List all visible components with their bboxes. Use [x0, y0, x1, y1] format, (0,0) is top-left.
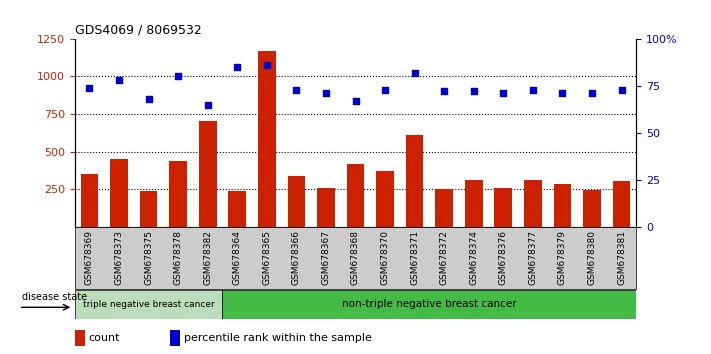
Bar [80, 174, 98, 227]
Point [439, 88, 450, 94]
Text: GSM678374: GSM678374 [469, 230, 479, 285]
Bar [75, 330, 85, 346]
Text: GSM678365: GSM678365 [262, 230, 272, 285]
Bar [139, 190, 157, 227]
Text: GSM678364: GSM678364 [232, 230, 242, 285]
Bar [435, 189, 453, 227]
Point [380, 87, 391, 92]
Bar [465, 180, 483, 227]
Text: GSM678375: GSM678375 [144, 230, 153, 285]
Bar [524, 180, 542, 227]
Text: GSM678372: GSM678372 [439, 230, 449, 285]
Text: GSM678379: GSM678379 [558, 230, 567, 285]
Bar [199, 121, 217, 227]
Bar [406, 135, 424, 227]
Point [261, 62, 272, 68]
Text: GSM678366: GSM678366 [292, 230, 301, 285]
Bar [258, 51, 276, 227]
Point [232, 64, 243, 70]
Text: GSM678377: GSM678377 [528, 230, 538, 285]
Point [350, 98, 361, 104]
Text: GSM678368: GSM678368 [351, 230, 360, 285]
Bar [287, 176, 305, 227]
Text: GSM678382: GSM678382 [203, 230, 212, 285]
Text: GSM678371: GSM678371 [410, 230, 419, 285]
Point [202, 102, 213, 108]
Point [113, 78, 124, 83]
Text: GSM678373: GSM678373 [114, 230, 124, 285]
Bar [494, 188, 512, 227]
Bar [110, 159, 128, 227]
Bar [223, 290, 636, 319]
Text: disease state: disease state [23, 292, 87, 302]
Text: GSM678376: GSM678376 [499, 230, 508, 285]
Text: GSM678380: GSM678380 [587, 230, 597, 285]
Bar [170, 330, 181, 346]
Point [291, 87, 302, 92]
Text: percentile rank within the sample: percentile rank within the sample [184, 333, 372, 343]
Point [468, 88, 479, 94]
Point [557, 91, 568, 96]
Point [616, 87, 627, 92]
Bar [347, 164, 364, 227]
Text: GSM678367: GSM678367 [321, 230, 331, 285]
Point [587, 91, 598, 96]
Text: triple negative breast cancer: triple negative breast cancer [82, 300, 215, 309]
Text: count: count [89, 333, 120, 343]
Bar [75, 290, 223, 319]
Point [409, 70, 420, 75]
Bar [376, 171, 394, 227]
Point [320, 91, 331, 96]
Text: GSM678369: GSM678369 [85, 230, 94, 285]
Text: GSM678381: GSM678381 [617, 230, 626, 285]
Point [173, 74, 184, 79]
Text: non-triple negative breast cancer: non-triple negative breast cancer [342, 299, 517, 309]
Bar [583, 190, 601, 227]
Bar [554, 184, 572, 227]
Bar [169, 160, 187, 227]
Bar [228, 191, 246, 227]
Point [143, 96, 154, 102]
Text: GSM678378: GSM678378 [173, 230, 183, 285]
Bar [613, 181, 631, 227]
Text: GSM678370: GSM678370 [380, 230, 390, 285]
Text: GDS4069 / 8069532: GDS4069 / 8069532 [75, 23, 201, 36]
Point [84, 85, 95, 91]
Point [498, 91, 509, 96]
Point [527, 87, 538, 92]
Bar [317, 188, 335, 227]
